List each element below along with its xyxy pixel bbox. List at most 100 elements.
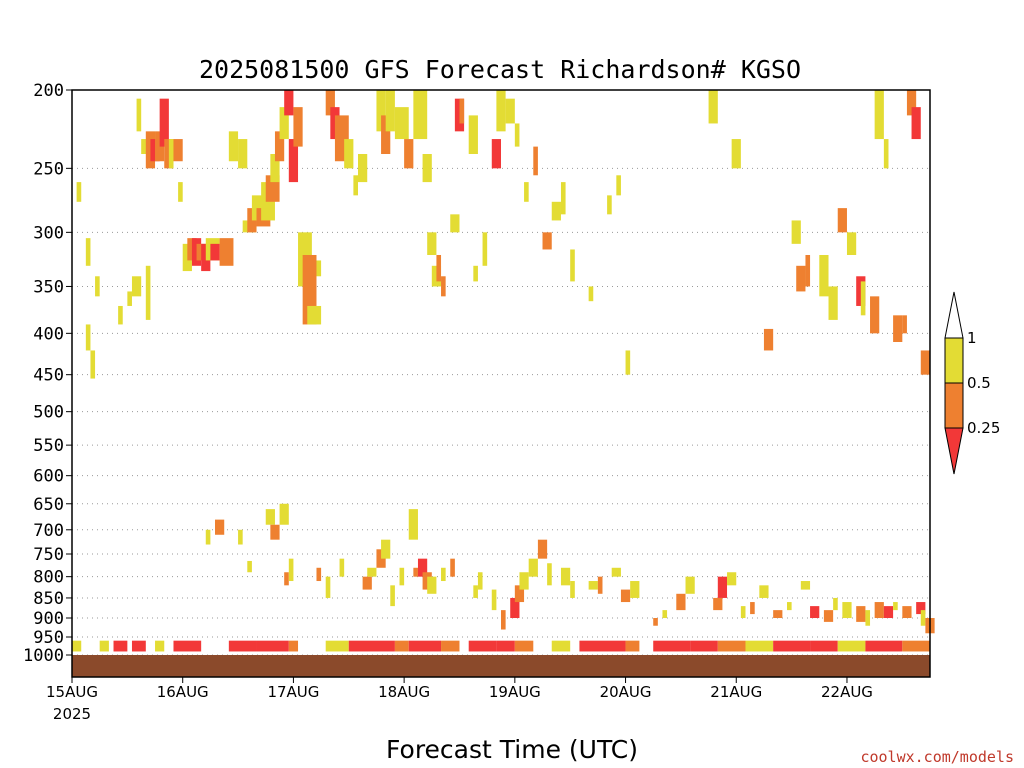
heatmap-cell (551, 201, 561, 221)
heatmap-cell (588, 286, 594, 302)
heatmap-cell (588, 581, 598, 590)
heatmap-cell (362, 576, 372, 590)
heatmap-cell (759, 585, 769, 598)
heatmap-cell (607, 195, 612, 215)
heatmap-cell (85, 324, 91, 351)
heatmap-cell (228, 131, 239, 162)
heatmap-cell (874, 90, 884, 140)
heatmap-cell (118, 305, 123, 325)
heatmap-cell (653, 618, 658, 626)
heatmap-cell (131, 276, 142, 297)
heatmap-cell (731, 139, 741, 169)
heatmap-cell (496, 90, 506, 132)
heatmap-cell (745, 640, 774, 652)
heatmap-cell (173, 640, 202, 652)
heatmap-cell (307, 305, 322, 325)
heatmap-cell (422, 154, 432, 183)
heatmap-cell (519, 572, 529, 590)
heatmap-cell (537, 539, 548, 559)
heatmap-cell (436, 254, 442, 282)
heatmap-cell (394, 640, 409, 652)
heatmap-cell (505, 98, 515, 124)
heatmap-cell (514, 640, 534, 652)
heatmap-cell (625, 640, 640, 652)
legend-swatch (944, 382, 964, 429)
y-tick-label: 600 (33, 467, 64, 487)
x-tick-label: 22AUG (821, 683, 873, 701)
heatmap-cell (288, 139, 299, 183)
heatmap-cell (685, 576, 695, 594)
y-tick-label: 500 (33, 403, 64, 423)
x-year-label: 2025 (53, 705, 91, 723)
heatmap-cell (238, 529, 243, 545)
heatmap-cell (205, 529, 211, 545)
heatmap-cell (482, 232, 488, 266)
heatmap-cell (837, 208, 847, 233)
heatmap-cell (215, 519, 225, 535)
heatmap-cell (625, 350, 631, 375)
heatmap-cell (279, 107, 289, 140)
heatmap-cell (510, 597, 520, 619)
heatmap-cell (159, 98, 169, 147)
heatmap-cell (459, 98, 465, 124)
y-tick-label: 900 (33, 609, 64, 629)
heatmap-cell (491, 139, 501, 169)
heatmap-cell (404, 139, 414, 169)
heatmap-cell (178, 182, 183, 202)
heatmap-cell (717, 640, 746, 652)
y-tick-label: 300 (33, 223, 64, 243)
heatmap-cell (570, 581, 575, 598)
heatmap-cell (787, 602, 792, 611)
heatmap-cell (805, 254, 811, 287)
y-tick-label: 800 (33, 568, 64, 588)
heatmap-cell (542, 232, 552, 250)
heatmap-cell (90, 350, 96, 379)
heatmap-cell (376, 90, 386, 132)
heatmap-cell (394, 107, 409, 140)
heatmap-cell (450, 558, 455, 577)
heatmap-cell (85, 238, 91, 266)
heatmap-cell (828, 286, 838, 320)
heatmap-cell (865, 610, 871, 626)
heatmap-cell (288, 640, 299, 652)
heatmap-cell (408, 509, 418, 540)
heatmap-cell (713, 597, 723, 611)
y-tick-label: 1000 (23, 646, 64, 666)
heatmap-cell (339, 558, 345, 577)
heatmap-cell (773, 640, 811, 652)
x-tick-label: 15AUG (46, 683, 98, 701)
chart-title: 2025081500 GFS Forecast Richardson# KGSO (199, 55, 801, 84)
heatmap-cell (168, 139, 174, 169)
heatmap-cell (265, 509, 275, 525)
heatmap-cell (796, 265, 806, 292)
heatmap-cell (441, 276, 446, 297)
heatmap-cell (348, 640, 395, 652)
heatmap-cell (72, 640, 82, 652)
heatmap-cell (238, 139, 248, 169)
heatmap-cell (620, 589, 631, 603)
heatmap-cell (381, 115, 391, 155)
heatmap-cell (279, 503, 289, 525)
heatmap-cell (727, 572, 737, 586)
heatmap-cell (155, 640, 165, 652)
heatmap-cell (399, 567, 405, 586)
heatmap-cell (630, 581, 640, 598)
x-tick-label: 21AUG (710, 683, 762, 701)
heatmap-cell (893, 602, 898, 611)
heatmap-cell (173, 139, 183, 162)
heatmap-cell (860, 281, 866, 316)
heatmap-cell (865, 640, 903, 652)
heatmap-cell (288, 558, 294, 582)
heatmap-cell (870, 296, 880, 334)
y-tick-label: 450 (33, 366, 64, 386)
heatmap-cell (201, 243, 211, 272)
data-cells (72, 90, 935, 652)
x-tick-label: 16AUG (157, 683, 209, 701)
heatmap-cell (385, 90, 395, 132)
heatmap-cell (219, 238, 234, 266)
y-tick-label: 250 (33, 159, 64, 179)
heatmap-cell (413, 90, 428, 140)
heatmap-cell (514, 585, 525, 603)
legend: 1 0.5 0.25 (944, 291, 1000, 475)
heatmap-cell (763, 328, 774, 351)
